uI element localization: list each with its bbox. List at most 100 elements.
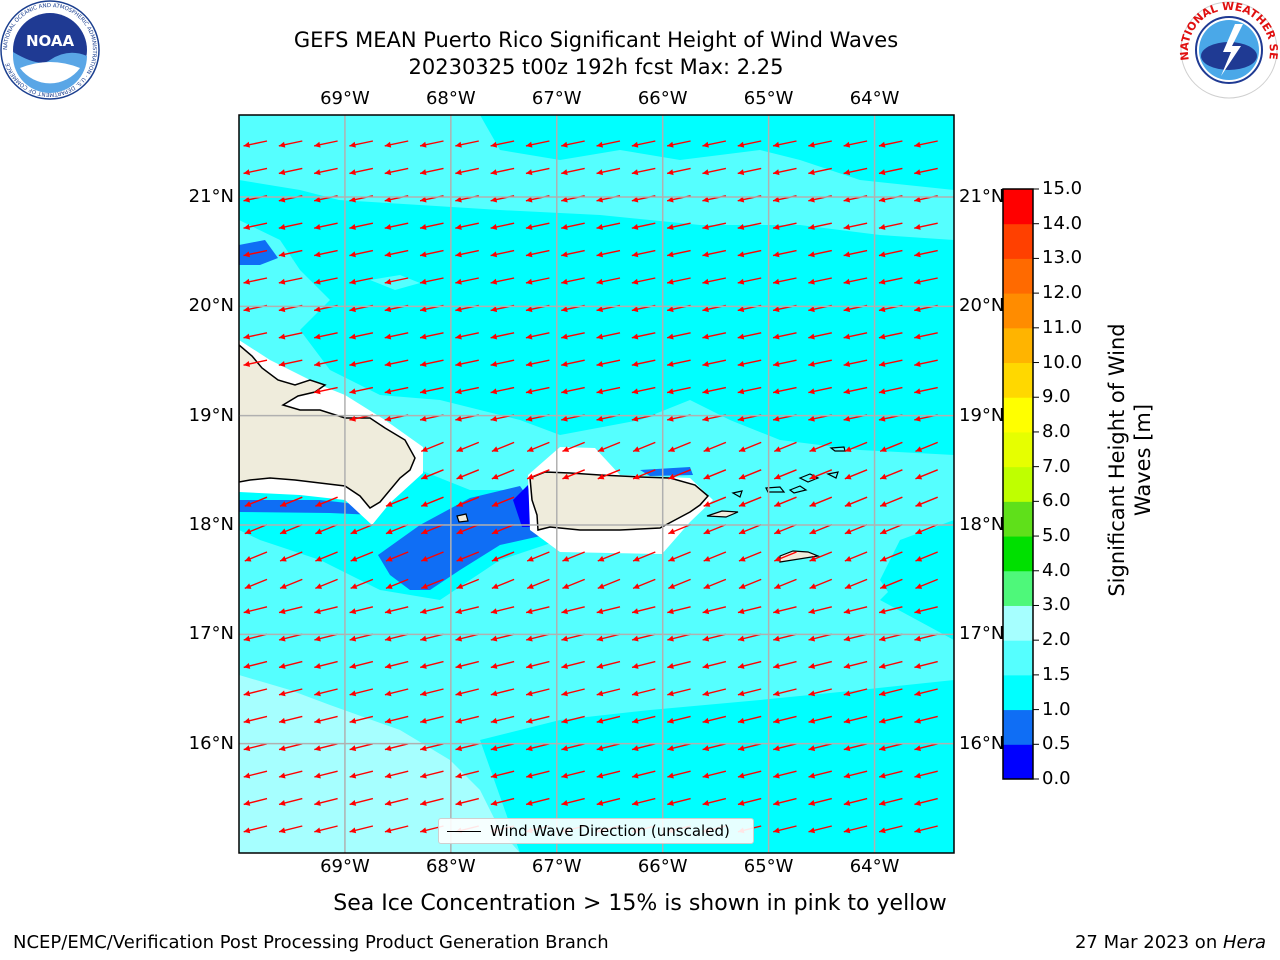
wave-arrow	[668, 469, 691, 480]
wave-arrow	[384, 359, 409, 367]
colorbar	[1002, 188, 1039, 780]
wave-arrow	[596, 277, 621, 285]
wave-arrow	[843, 222, 868, 230]
wave-arrow	[703, 578, 727, 590]
wave-arrow	[773, 825, 797, 834]
wave-arrow	[384, 386, 409, 395]
sea-ice-note: Sea Ice Concentration > 15% is shown in …	[333, 891, 947, 916]
wave-arrow	[526, 469, 550, 480]
wave-arrow	[843, 386, 868, 395]
wave-arrow	[314, 660, 338, 669]
wave-arrow	[313, 140, 338, 148]
wave-arrow	[914, 825, 938, 834]
wave-arrow	[773, 469, 797, 480]
wave-arrow	[914, 770, 938, 779]
colorbar-tick-label: 11.0	[1042, 316, 1083, 338]
wave-arrow	[384, 688, 409, 697]
wave-arrow	[349, 797, 374, 806]
colorbar-tick-label: 8.0	[1042, 420, 1071, 442]
wave-arrow	[490, 715, 515, 724]
wave-arrow	[384, 249, 409, 258]
wave-arrow	[667, 688, 691, 697]
wave-arrow	[313, 332, 338, 340]
colorbar-segment	[1003, 397, 1033, 433]
wave-arrow	[772, 359, 797, 367]
wave-arrow	[738, 496, 762, 507]
wave-arrow	[243, 715, 268, 724]
wave-arrow	[384, 606, 409, 615]
wave-arrow	[596, 743, 621, 752]
lon-label-bottom: 67°W	[531, 856, 582, 877]
wave-arrow	[490, 222, 515, 230]
wave-arrow	[808, 743, 832, 752]
wave-arrow	[244, 496, 268, 507]
wave-arrow	[490, 332, 515, 340]
wave-arrow	[596, 386, 621, 395]
wave-arrow	[278, 633, 303, 642]
wave-arrow	[561, 797, 585, 806]
wave-arrow	[349, 249, 374, 258]
wave-arrow	[525, 386, 550, 395]
wave-arrow	[843, 633, 868, 642]
wave-arrow	[350, 551, 374, 562]
wave-arrow	[843, 606, 868, 615]
wave-arrow	[490, 797, 515, 806]
wave-arrow	[843, 140, 868, 148]
wave-arrow	[631, 660, 656, 669]
wave-arrow	[843, 715, 868, 724]
wave-arrow	[596, 249, 621, 258]
wave-arrow	[596, 140, 621, 148]
wave-arrow	[596, 715, 621, 724]
wave-arrow	[879, 469, 903, 480]
wave-arrow	[668, 441, 691, 453]
wave-arrow	[243, 797, 268, 806]
wave-arrow	[915, 578, 938, 590]
contour-1.0-1.5-se	[480, 680, 954, 853]
wave-arrow	[808, 770, 832, 779]
lat-label-right: 20°N	[959, 295, 1005, 317]
wave-arrow	[668, 523, 691, 535]
wave-arrow	[843, 688, 868, 697]
wave-arrow	[384, 770, 409, 779]
wave-arrow	[915, 496, 938, 507]
wave-arrow	[278, 606, 303, 615]
map-title: GEFS MEAN Puerto Rico Significant Height…	[293, 28, 899, 52]
wave-arrow	[843, 359, 868, 367]
wave-arrow	[808, 277, 832, 285]
wave-arrow	[843, 770, 868, 779]
wave-arrow	[631, 743, 656, 752]
wave-arrow	[878, 825, 903, 834]
wave-arrow	[455, 770, 479, 779]
wave-arrow	[772, 222, 797, 230]
wave-arrow	[350, 578, 374, 590]
wave-arrow	[384, 332, 409, 340]
wave-arrow	[278, 688, 303, 697]
map-body	[239, 115, 954, 853]
lat-label-left: 21°N	[188, 186, 234, 207]
wave-arrow	[491, 441, 515, 453]
wave-arrow	[631, 606, 656, 615]
wave-arrow	[773, 660, 797, 669]
land-culebra	[731, 490, 743, 498]
wave-arrow	[667, 633, 691, 642]
wave-arrow	[278, 825, 303, 834]
wave-arrow	[843, 167, 868, 176]
wave-arrow	[666, 167, 691, 176]
wave-arrow	[808, 167, 832, 176]
wave-arrow	[843, 825, 868, 834]
wave-arrow	[844, 469, 868, 480]
wave-arrow	[596, 633, 621, 642]
wave-arrow	[349, 715, 374, 724]
wave-arrow	[455, 743, 479, 752]
wave-arrow	[844, 441, 868, 453]
colorbar-tick-label: 9.0	[1042, 386, 1071, 408]
wave-arrow	[561, 606, 585, 615]
wave-arrow	[596, 222, 621, 230]
legend-label: Wind Wave Direction (unscaled)	[490, 822, 730, 840]
contour-1.0-1.5-east	[880, 520, 954, 640]
wave-arrow	[702, 606, 727, 615]
wave-arrow	[773, 743, 797, 752]
contour-1.5-2.0-north	[239, 115, 954, 240]
wave-arrow	[808, 825, 832, 834]
wave-arrow	[243, 770, 268, 779]
